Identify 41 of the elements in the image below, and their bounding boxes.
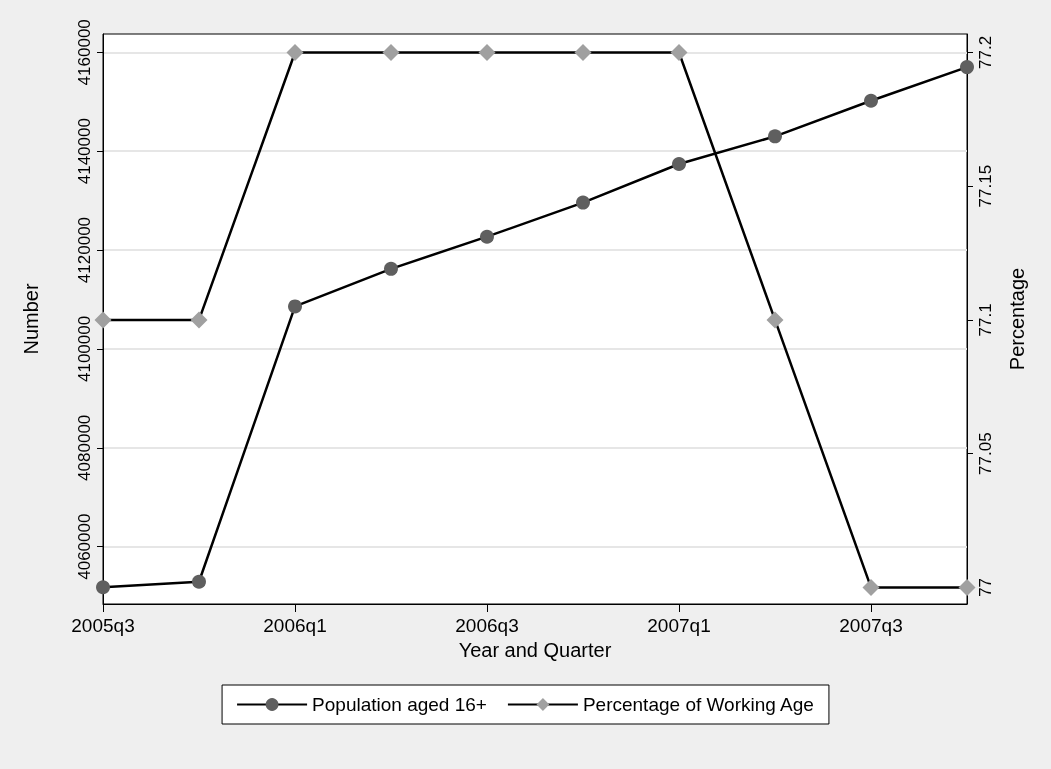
y-tick-label: 4120000 — [75, 216, 94, 284]
point — [382, 43, 400, 61]
point — [286, 43, 304, 61]
y2-tick-label: 77.2 — [976, 35, 995, 69]
y-axis-title: Number — [20, 283, 42, 355]
point — [384, 261, 398, 276]
x-tick-label: 2005q3 — [71, 615, 135, 636]
point — [576, 195, 590, 210]
y2-axis-title: Percentage — [1006, 267, 1028, 371]
legend-label: Population aged 16+ — [312, 694, 487, 715]
point — [672, 157, 686, 172]
point — [574, 43, 592, 61]
y-tick-label: 4100000 — [75, 315, 94, 382]
y2-tick-label: 77 — [976, 577, 995, 597]
point — [192, 574, 206, 589]
x-tick-label: 2006q1 — [263, 615, 327, 636]
x-tick-label: 2007q3 — [839, 615, 903, 636]
x-axis-title: Year and Quarter — [458, 638, 612, 661]
point — [288, 299, 302, 314]
point — [480, 229, 494, 244]
y2-tick-label: 77.1 — [976, 303, 995, 337]
point — [190, 311, 208, 329]
point — [862, 578, 880, 596]
point — [768, 129, 782, 144]
x-tick-label: 2006q3 — [455, 615, 519, 636]
point — [670, 43, 688, 61]
y-tick-label: 4080000 — [75, 414, 94, 481]
point — [478, 43, 496, 61]
y2-tick-label: 77.05 — [976, 432, 995, 475]
legend-label: Percentage of Working Age — [582, 694, 814, 715]
y-tick-label: 4140000 — [75, 118, 94, 185]
point — [94, 311, 112, 329]
y-tick-label: 4060000 — [75, 513, 94, 580]
point — [960, 60, 974, 75]
point — [864, 93, 878, 108]
y2-tick-label: 77.15 — [976, 164, 995, 208]
point — [766, 311, 784, 329]
y-tick-label: 4160000 — [75, 19, 94, 86]
x-tick-label: 2007q1 — [647, 615, 711, 636]
point — [958, 578, 976, 596]
point — [96, 580, 110, 595]
